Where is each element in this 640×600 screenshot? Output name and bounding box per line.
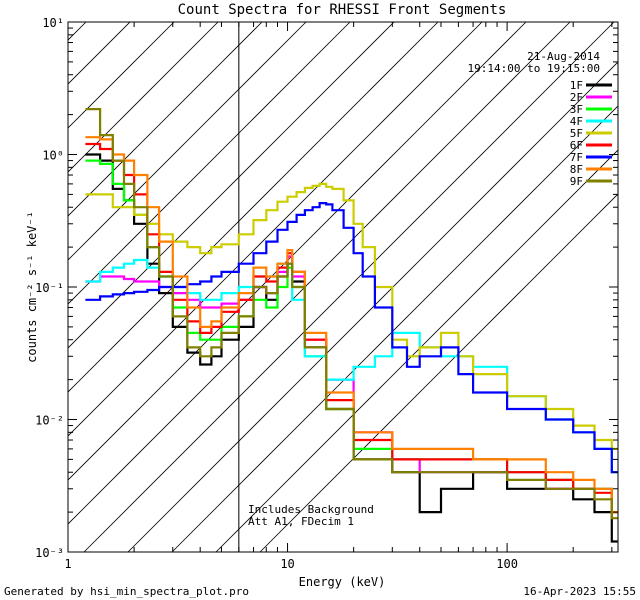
x-tick-label: 1 xyxy=(64,557,71,571)
legend-label-9F: 9F xyxy=(570,175,583,188)
footer-generated-by: Generated by hsi_min_spectra_plot.pro xyxy=(4,585,249,598)
hatch-line xyxy=(68,22,351,305)
legend-label-6F: 6F xyxy=(570,139,583,152)
series-5F xyxy=(85,182,618,450)
y-tick-label: 10¹ xyxy=(42,16,64,30)
legend-time-range: 19:14:00 to 19:15:00 xyxy=(468,62,600,75)
hatch-line xyxy=(68,22,131,85)
series-8F xyxy=(85,136,618,514)
x-axis-label: Energy (keV) xyxy=(299,575,386,589)
hatch-line xyxy=(259,193,618,552)
legend-label-3F: 3F xyxy=(570,103,583,116)
legend-label-7F: 7F xyxy=(570,151,583,164)
y-tick-label: 10⁻³ xyxy=(35,546,64,560)
y-tick-label: 10⁻² xyxy=(35,414,64,428)
hatch-line xyxy=(68,22,395,349)
footer-timestamp: 16-Apr-2023 15:55 xyxy=(523,585,636,598)
series-1F xyxy=(85,153,618,543)
hatch-line xyxy=(68,22,307,261)
y-axis-label: counts cm⁻² s⁻¹ keV⁻¹ xyxy=(25,211,39,363)
y-tick-label: 10⁰ xyxy=(42,149,64,163)
series-group xyxy=(85,108,618,543)
legend-label-4F: 4F xyxy=(570,115,583,128)
x-tick-label: 10 xyxy=(280,557,294,571)
y-tick-label: 10⁻¹ xyxy=(35,281,64,295)
axes: 1 10 100 10¹ 10⁰ 10⁻¹ 10⁻² 10⁻³ xyxy=(35,16,619,571)
hatch-line xyxy=(83,22,615,552)
legend-label-8F: 8F xyxy=(570,163,583,176)
hatch-line xyxy=(68,22,219,173)
legend-date: 21-Aug-2014 xyxy=(527,50,600,63)
hatch-line xyxy=(171,105,618,552)
hatch-line xyxy=(68,22,483,437)
hatch-line xyxy=(68,22,175,129)
annotation-attenuator: Att A1, FDecim 1 xyxy=(248,515,354,528)
x-tick-label: 100 xyxy=(496,557,518,571)
legend-label-1F: 1F xyxy=(570,79,583,92)
chart-title: Count Spectra for RHESSI Front Segments xyxy=(178,2,507,18)
legend-label-5F: 5F xyxy=(570,127,583,140)
hatch-line xyxy=(68,22,263,217)
legend-header: 21-Aug-2014 19:14:00 to 19:15:00 xyxy=(468,50,601,75)
series-7F xyxy=(85,202,618,474)
annotation-background: Includes Background xyxy=(248,503,374,516)
series-9F xyxy=(85,108,618,520)
hatch-line xyxy=(68,22,439,393)
hatch-line xyxy=(215,149,618,552)
legend-label-2F: 2F xyxy=(570,91,583,104)
series-4F xyxy=(85,258,618,474)
